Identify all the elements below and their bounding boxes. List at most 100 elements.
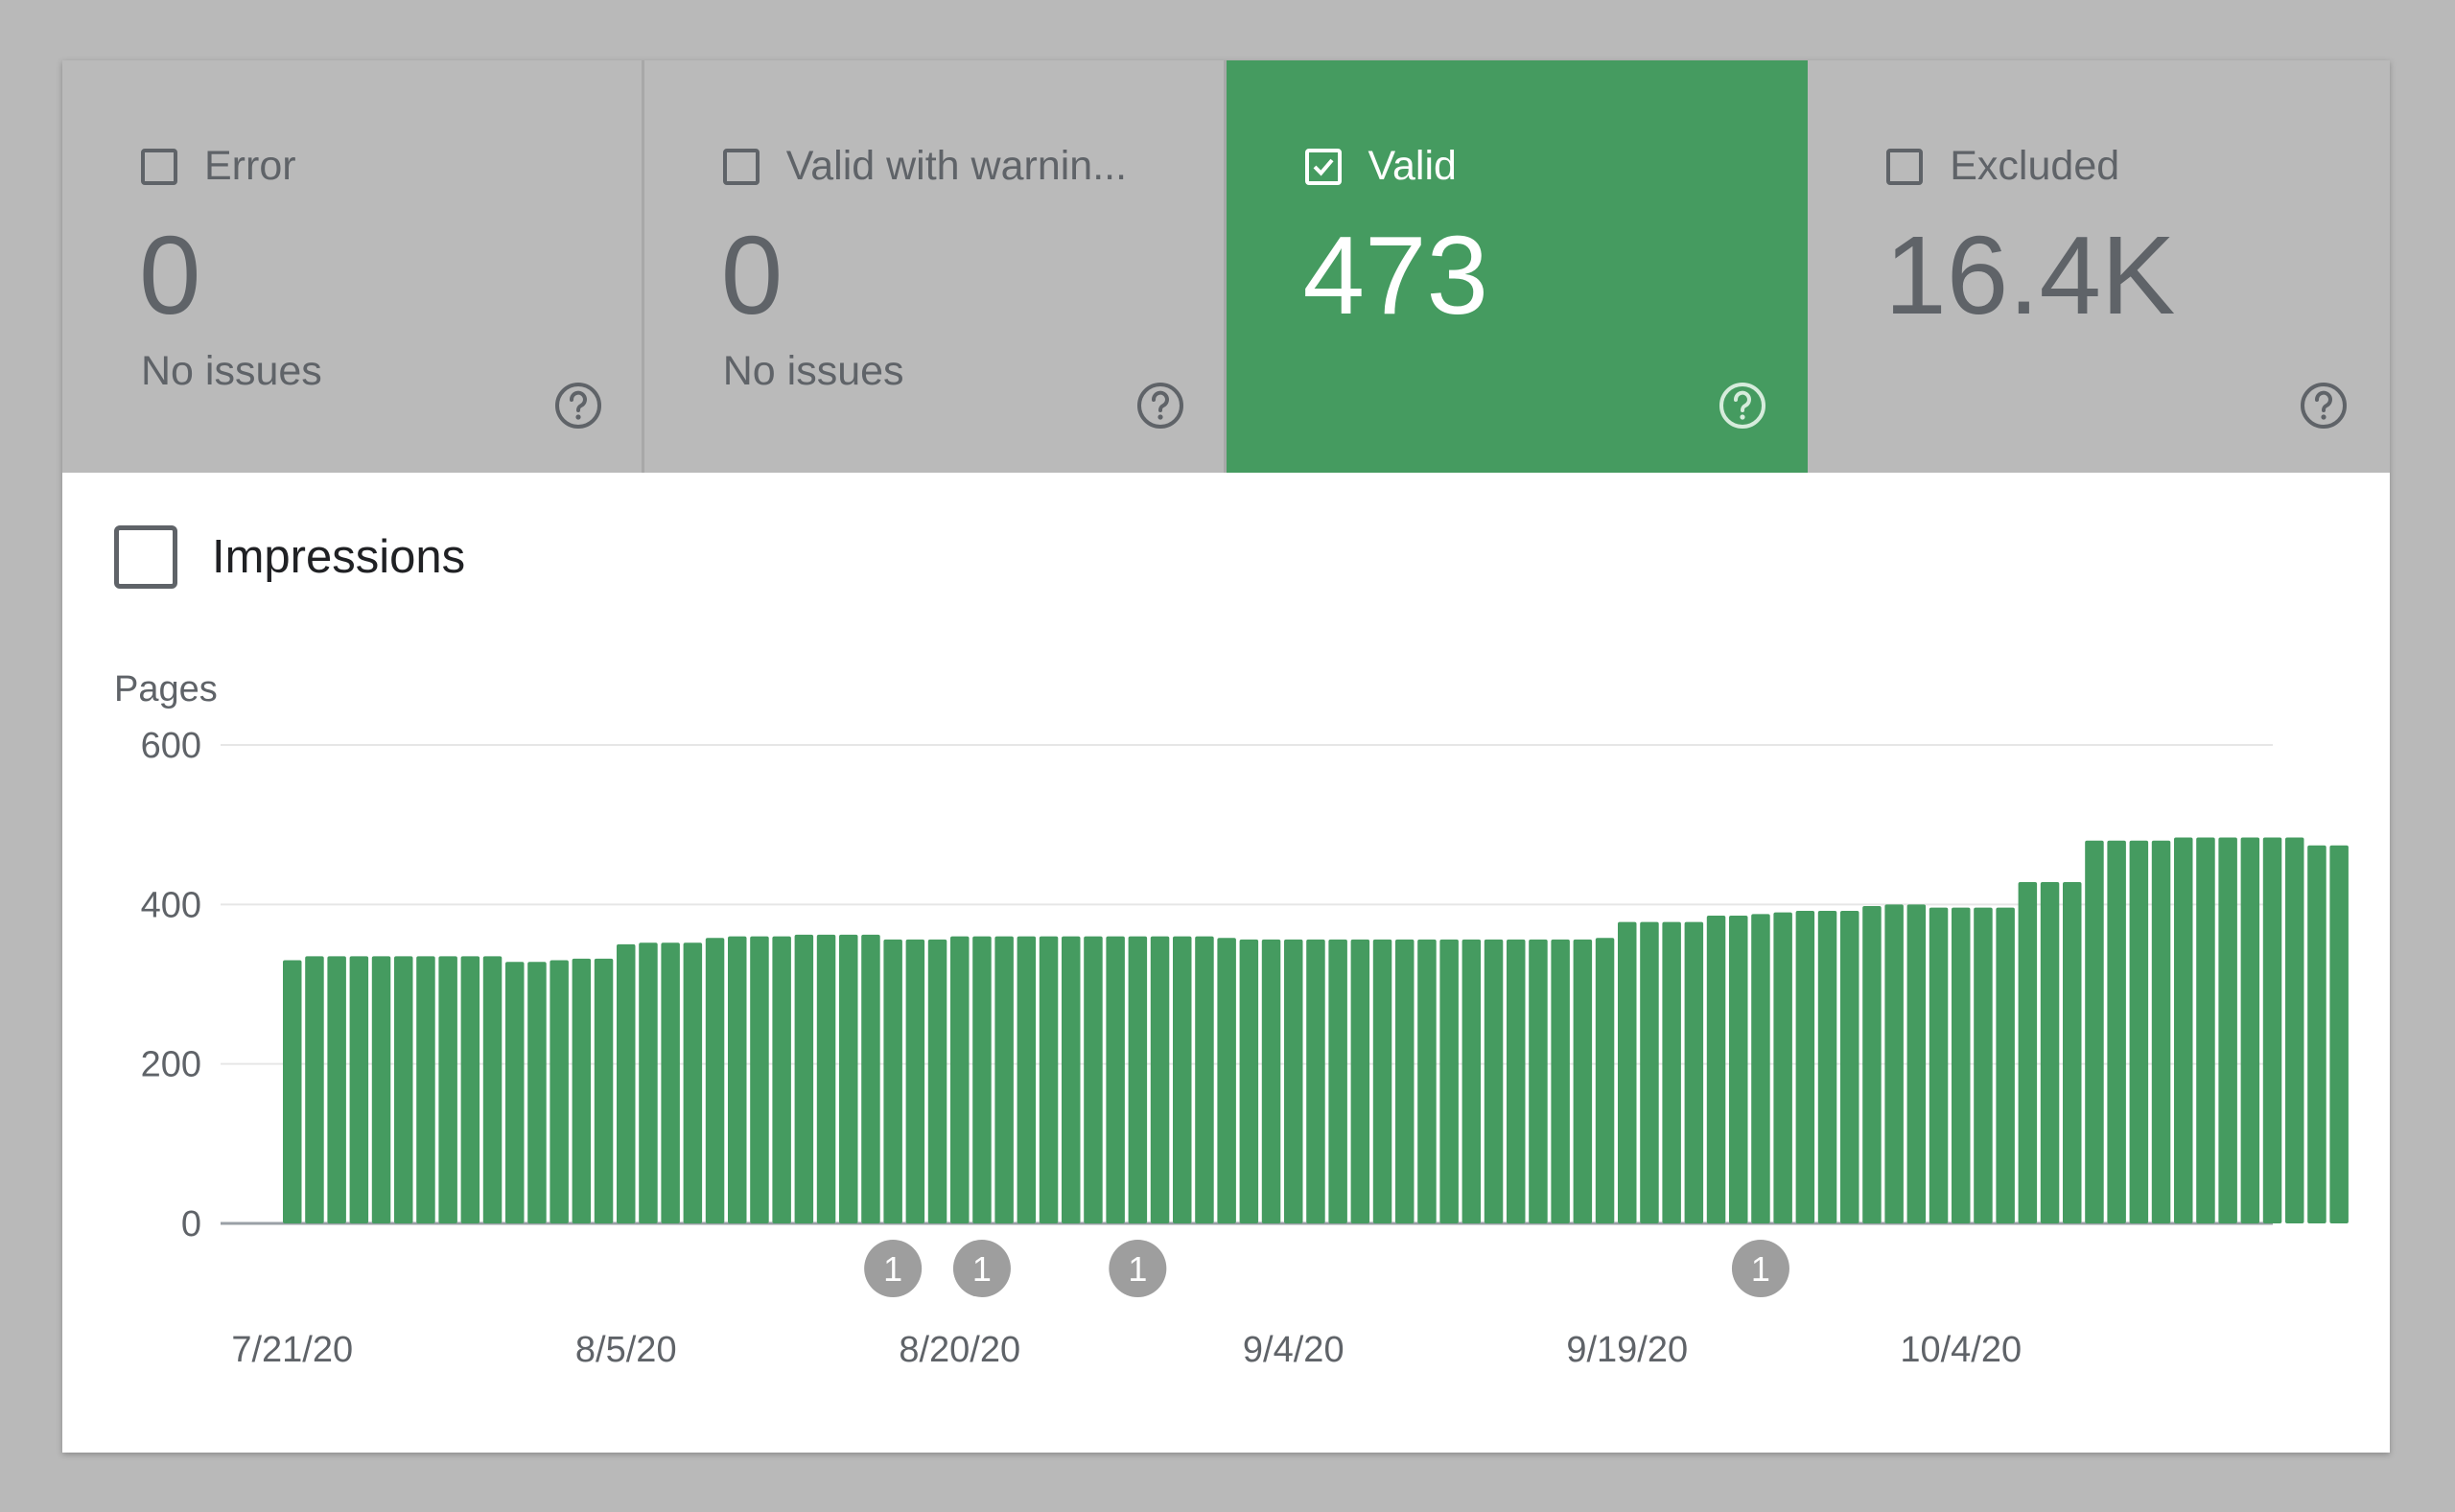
annotation-marker[interactable] bbox=[864, 1240, 923, 1297]
bar bbox=[728, 936, 747, 1223]
bar bbox=[505, 962, 525, 1223]
annotation-marker-label: 1 bbox=[1128, 1249, 1147, 1289]
bar bbox=[2129, 840, 2149, 1223]
x-tick-label: 10/4/20 bbox=[1900, 1330, 2022, 1370]
annotation-marker-label: 1 bbox=[972, 1249, 992, 1289]
annotation-marker[interactable] bbox=[1731, 1240, 1789, 1297]
bar bbox=[661, 942, 680, 1223]
tab-error-label: Error bbox=[204, 143, 296, 189]
bar bbox=[617, 943, 636, 1223]
bar bbox=[1729, 915, 1748, 1223]
tab-valid[interactable]: Valid 473 bbox=[1226, 60, 1809, 473]
bar bbox=[1884, 904, 1904, 1223]
help-icon[interactable] bbox=[1134, 380, 1186, 431]
tab-warning-label: Valid with warnin... bbox=[785, 143, 1128, 189]
index-coverage-panel: Error 0 No issues Valid with warnin... 0… bbox=[62, 60, 2390, 1453]
bar bbox=[1862, 905, 1882, 1223]
excluded-checkbox[interactable] bbox=[1886, 148, 1924, 185]
valid-with-warnings-checkbox[interactable] bbox=[722, 148, 760, 185]
checkmark-icon bbox=[1313, 158, 1334, 175]
bar bbox=[994, 936, 1014, 1223]
bar bbox=[1618, 921, 1637, 1223]
bar bbox=[2285, 837, 2304, 1223]
bar bbox=[1084, 936, 1103, 1223]
annotation-marker-label: 1 bbox=[1751, 1249, 1770, 1289]
bar bbox=[861, 934, 880, 1223]
bar bbox=[482, 956, 503, 1223]
bar bbox=[1507, 939, 1526, 1223]
bar bbox=[1840, 910, 1859, 1223]
impressions-checkbox[interactable] bbox=[114, 525, 177, 589]
error-checkbox[interactable] bbox=[141, 148, 177, 185]
tab-valid-with-warnings[interactable]: Valid with warnin... 0 No issues bbox=[643, 60, 1227, 473]
bar bbox=[1239, 939, 1259, 1223]
bar bbox=[2107, 840, 2126, 1223]
bar bbox=[1039, 936, 1059, 1223]
x-tick-label: 7/21/20 bbox=[231, 1330, 353, 1370]
bar bbox=[1284, 939, 1303, 1223]
bar bbox=[283, 960, 302, 1223]
x-tick-label: 9/19/20 bbox=[1566, 1330, 1688, 1370]
tab-excluded-header: Excluded bbox=[1886, 143, 2119, 190]
bar bbox=[1662, 921, 1681, 1223]
bar bbox=[2063, 882, 2082, 1223]
bar bbox=[394, 956, 413, 1223]
annotation-marker[interactable] bbox=[1109, 1240, 1167, 1297]
bar bbox=[1706, 915, 1726, 1223]
help-icon[interactable] bbox=[552, 380, 604, 431]
tab-excluded-label: Excluded bbox=[1950, 143, 2120, 189]
bar bbox=[1974, 907, 1993, 1223]
bar bbox=[1996, 907, 2015, 1223]
valid-checkbox[interactable] bbox=[1304, 148, 1342, 185]
bar bbox=[1017, 936, 1037, 1223]
bar bbox=[1952, 907, 1971, 1223]
bar bbox=[1128, 936, 1148, 1223]
bar bbox=[594, 958, 614, 1223]
bar bbox=[905, 939, 925, 1223]
bar bbox=[2262, 837, 2282, 1223]
x-tick-label: 9/4/20 bbox=[1243, 1330, 1344, 1370]
bar bbox=[1195, 936, 1214, 1223]
bar bbox=[772, 936, 791, 1223]
bar bbox=[572, 958, 592, 1223]
tab-valid-header: Valid bbox=[1304, 143, 1457, 190]
bar bbox=[371, 956, 391, 1223]
bar bbox=[2040, 882, 2060, 1223]
bar bbox=[1217, 938, 1236, 1223]
bar bbox=[1439, 939, 1459, 1223]
bar bbox=[1261, 939, 1281, 1223]
bar bbox=[1328, 939, 1347, 1223]
bar bbox=[2085, 840, 2104, 1223]
bar bbox=[527, 962, 547, 1223]
bar bbox=[2218, 837, 2237, 1223]
bar bbox=[1372, 939, 1392, 1223]
tab-excluded[interactable]: Excluded 16.4K bbox=[1808, 60, 2390, 473]
bar bbox=[683, 942, 703, 1223]
help-icon[interactable] bbox=[2298, 380, 2350, 431]
bar bbox=[2240, 837, 2260, 1223]
tab-error-status: No issues bbox=[141, 348, 322, 394]
bar bbox=[1751, 914, 1770, 1223]
bar bbox=[1106, 936, 1125, 1223]
bar bbox=[816, 934, 836, 1223]
annotation-marker-label: 1 bbox=[883, 1249, 902, 1289]
impressions-toggle[interactable]: Impressions bbox=[114, 525, 465, 589]
bar bbox=[639, 942, 658, 1223]
y-tick-label: 200 bbox=[141, 1045, 201, 1085]
bar bbox=[839, 934, 858, 1223]
bar bbox=[927, 939, 947, 1223]
bar bbox=[416, 956, 435, 1223]
bar bbox=[2196, 837, 2215, 1223]
bar bbox=[2151, 840, 2171, 1223]
bar bbox=[2018, 882, 2038, 1223]
tab-error[interactable]: Error 0 No issues bbox=[62, 60, 644, 473]
bar bbox=[1529, 939, 1548, 1223]
bar bbox=[1573, 939, 1593, 1223]
bar bbox=[1551, 939, 1570, 1223]
bar bbox=[972, 936, 992, 1223]
tab-warning-count: 0 bbox=[720, 213, 783, 337]
help-icon[interactable] bbox=[1717, 380, 1768, 431]
bar bbox=[1640, 921, 1659, 1223]
annotation-marker[interactable] bbox=[952, 1240, 1011, 1297]
bar bbox=[549, 960, 569, 1223]
